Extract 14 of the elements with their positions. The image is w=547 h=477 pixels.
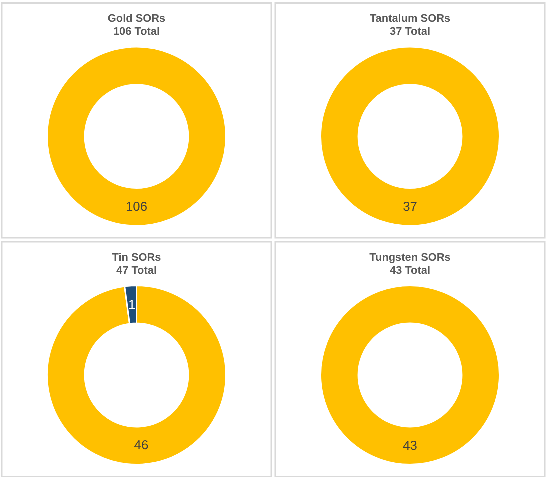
data-label: 1	[128, 296, 136, 312]
chart-title: Tantalum SORs	[370, 13, 451, 26]
chart-subtitle: 43 Total	[390, 264, 431, 277]
chart-title: Tungsten SORs	[370, 252, 451, 264]
chart-subtitle: 106 Total	[113, 26, 160, 38]
chart-title: Gold SORs	[108, 13, 166, 26]
chart-title: Tin SORs	[112, 252, 162, 264]
chart-subtitle: 37 Total	[390, 26, 431, 38]
chart-subtitle: 47 Total	[116, 264, 158, 277]
data-label: 106	[126, 199, 148, 214]
data-label: 46	[134, 438, 149, 453]
data-label: 43	[403, 438, 418, 453]
donut-slice	[46, 285, 227, 466]
data-label: 37	[403, 199, 418, 214]
